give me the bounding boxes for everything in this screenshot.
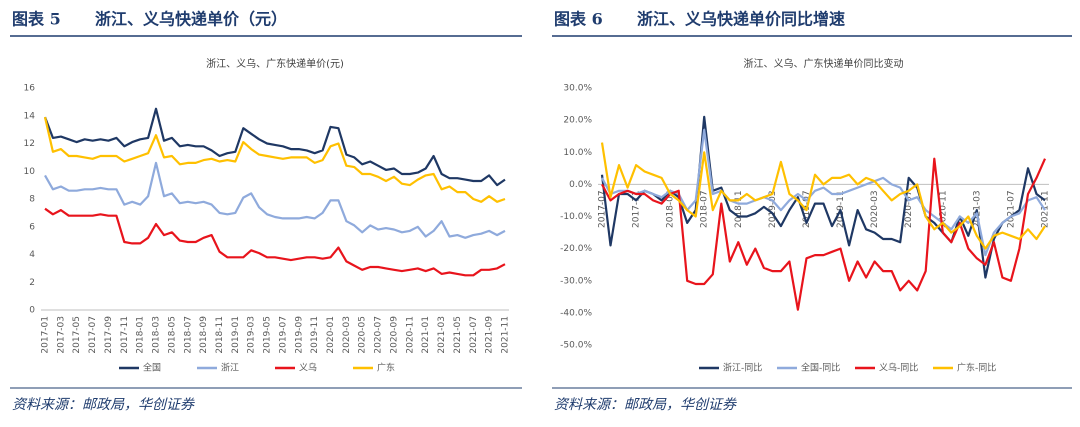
chart-title: 浙江、义乌、广东快递单价(元) (206, 57, 344, 70)
x-tick-label: 2017-05 (72, 316, 82, 354)
source: 资料来源：邮政局，华创证券 (12, 397, 195, 413)
x-tick-label: 2019-07 (278, 316, 288, 354)
legend-label: 全国 (143, 362, 161, 374)
series-line (44, 207, 506, 277)
legend-label: 广东 (377, 362, 395, 374)
x-tick-label: 2020-11 (938, 190, 948, 228)
x-tick-label: 2021-07 (1006, 190, 1016, 228)
y-tick-label: 0.0% (569, 180, 592, 190)
y-tick-label: -20.0% (560, 244, 592, 254)
series-line (44, 161, 506, 239)
x-tick-label: 2018-07 (700, 190, 710, 228)
x-tick-label: 2021-05 (453, 316, 463, 354)
x-tick-label: 2017-07 (598, 190, 608, 228)
x-tick-label: 2019-03 (247, 316, 257, 354)
x-tick-label: 2018-09 (199, 316, 209, 354)
series-line (43, 107, 506, 187)
y-tick-label: 6 (29, 222, 35, 232)
x-tick-label: 2017-07 (88, 316, 98, 354)
source: 资料来源：邮政局，华创证券 (554, 397, 737, 413)
x-tick-label: 2021-01 (421, 316, 431, 354)
y-tick-label: 4 (29, 250, 35, 260)
series-line (43, 116, 506, 203)
y-tick-label: -10.0% (560, 212, 592, 222)
legend-label: 义乌-同比 (879, 362, 918, 374)
y-tick-label: 8 (29, 195, 35, 205)
series-line (601, 157, 1047, 311)
figure-caption: 浙江、义乌快递单价同比增速 (637, 10, 845, 29)
x-tick-label: 2019-03 (768, 190, 778, 228)
x-tick-label: 2018-03 (152, 316, 162, 354)
x-tick-label: 2021-03 (437, 316, 447, 354)
y-tick-label: 0 (29, 306, 35, 316)
x-tick-label: 2018-05 (167, 316, 177, 354)
x-tick-label: 2017-09 (104, 316, 114, 354)
x-tick-label: 2018-11 (734, 190, 744, 228)
x-tick-label: 2017-11 (632, 190, 642, 228)
x-tick-label: 2019-11 (310, 316, 320, 354)
legend-label: 浙江 (221, 362, 239, 374)
x-tick-label: 2019-05 (263, 316, 273, 354)
x-tick-label: 2017-03 (56, 316, 66, 354)
y-tick-label: -50.0% (560, 341, 592, 351)
x-tick-label: 2021-11 (501, 316, 511, 354)
x-tick-label: 2020-11 (405, 316, 415, 354)
figure-number: 图表 5 (12, 10, 61, 29)
x-tick-label: 2019-01 (231, 316, 241, 354)
figure-number: 图表 6 (554, 10, 603, 29)
x-tick-label: 2021-07 (469, 316, 479, 354)
x-tick-label: 2020-07 (374, 316, 384, 354)
legend-label: 义乌 (299, 362, 317, 374)
legend-label: 浙江-同比 (723, 362, 762, 374)
x-tick-label: 2019-09 (294, 316, 304, 354)
x-tick-label: 2020-07 (904, 190, 914, 228)
legend-label: 全国-同比 (801, 362, 840, 374)
chart-title: 浙江、义乌、广东快递单价同比变动 (744, 57, 904, 70)
y-tick-label: 20.0% (563, 116, 592, 126)
x-tick-label: 2018-11 (215, 316, 225, 354)
x-tick-label: 2020-03 (342, 316, 352, 354)
figure-caption: 浙江、义乌快递单价（元） (95, 10, 287, 29)
x-tick-label: 2018-01 (136, 316, 146, 354)
y-tick-label: 10.0% (563, 148, 592, 158)
y-tick-label: 12 (24, 139, 35, 149)
y-tick-label: 2 (29, 278, 35, 288)
y-tick-label: 16 (24, 84, 36, 94)
y-tick-label: 14 (24, 111, 36, 121)
x-tick-label: 2020-05 (358, 316, 368, 354)
legend-label: 广东-同比 (957, 362, 996, 374)
x-tick-label: 2020-01 (326, 316, 336, 354)
y-tick-label: -40.0% (560, 308, 592, 318)
x-tick-label: 2018-03 (666, 190, 676, 228)
x-tick-label: 2020-09 (389, 316, 399, 354)
x-tick-label: 2021-09 (485, 316, 495, 354)
series-line (600, 142, 1046, 250)
series-line (600, 115, 1046, 279)
x-tick-label: 2020-03 (870, 190, 880, 228)
y-tick-label: 10 (24, 167, 36, 177)
x-tick-label: 2017-11 (120, 316, 130, 354)
y-tick-label: 30.0% (563, 84, 592, 94)
x-tick-label: 2018-07 (183, 316, 193, 354)
y-tick-label: -30.0% (560, 276, 592, 286)
x-tick-label: 2017-01 (41, 316, 51, 354)
